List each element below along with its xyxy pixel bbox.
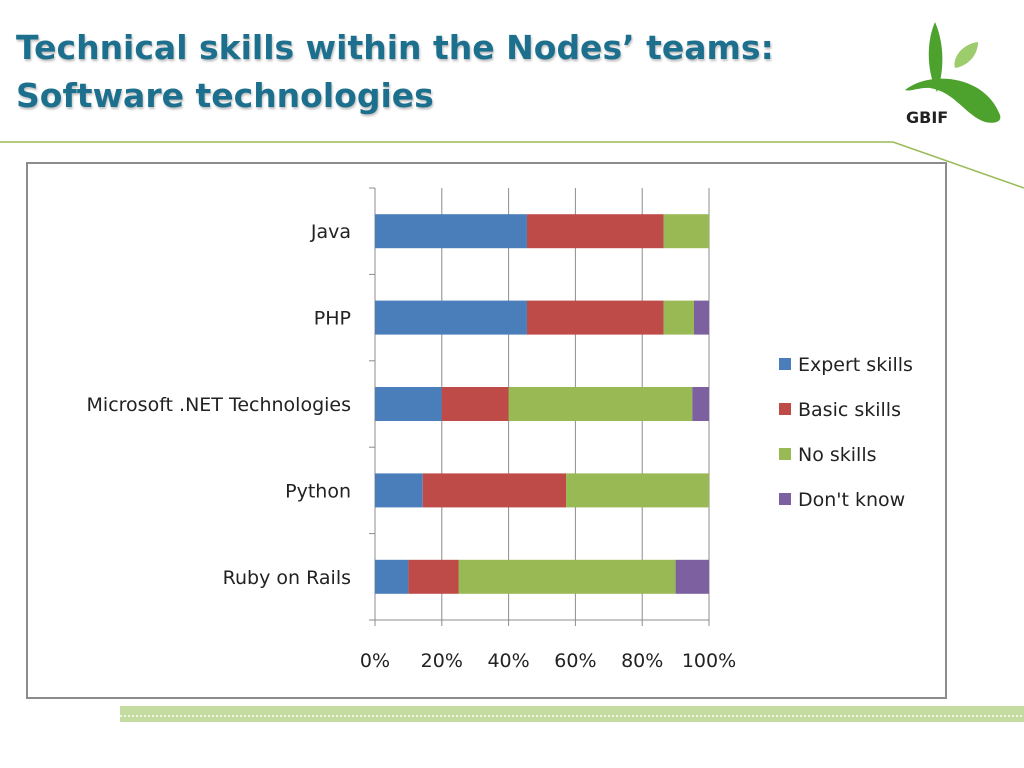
x-tick-label: 100% [682,650,736,672]
bar-segment [422,473,567,508]
x-tick-label: 20% [421,650,463,672]
bar-segment [375,300,527,335]
logo-leaf-small [954,42,978,68]
gbif-logo: GBIF [905,22,1001,127]
category-label: PHP [314,308,351,330]
x-tick-label: 0% [360,650,390,672]
category-label: Microsoft .NET Technologies [87,394,351,416]
slide-title: Technical skills within the Nodes’ teams… [16,24,774,120]
x-tick-label: 80% [621,650,663,672]
category-label: Java [310,221,351,243]
legend-swatch [779,358,791,370]
bar-segment [663,300,694,335]
chart-frame [26,162,947,699]
bar-segment [526,214,664,249]
bar-segment [375,387,442,421]
bar-segment [441,387,509,421]
legend-swatch [779,403,791,415]
bar-segment [508,387,693,421]
bar-segment [375,214,527,249]
bar-segment [675,559,709,594]
bar-segment [458,559,676,594]
bar-segment [526,300,664,335]
slide-title-line1: Technical skills within the Nodes’ teams… [16,28,774,67]
category-label: Ruby on Rails [223,567,351,589]
legend-label: Basic skills [798,399,901,421]
bar-segment [375,559,409,594]
legend-swatch [779,448,791,460]
category-label: Python [285,480,351,502]
x-tick-label: 40% [487,650,529,672]
bar-segment [693,300,709,335]
logo-leaf-tall [928,22,943,92]
footer-bar [120,706,1024,722]
legend-label: Expert skills [798,354,913,376]
bar-segment [566,473,709,508]
bar-segment [663,214,709,249]
bar-segment [692,387,709,421]
bar-segment [375,473,423,508]
x-tick-label: 60% [554,650,596,672]
slide-title-line2: Software technologies [16,76,434,115]
logo-leaf-wide [905,78,1001,123]
legend-label: No skills [798,444,877,466]
logo-text: GBIF [906,108,948,127]
legend-label: Don't know [798,489,905,511]
bar-segment [408,559,459,594]
header-rule-slant [892,141,1024,189]
legend-swatch [779,493,791,505]
